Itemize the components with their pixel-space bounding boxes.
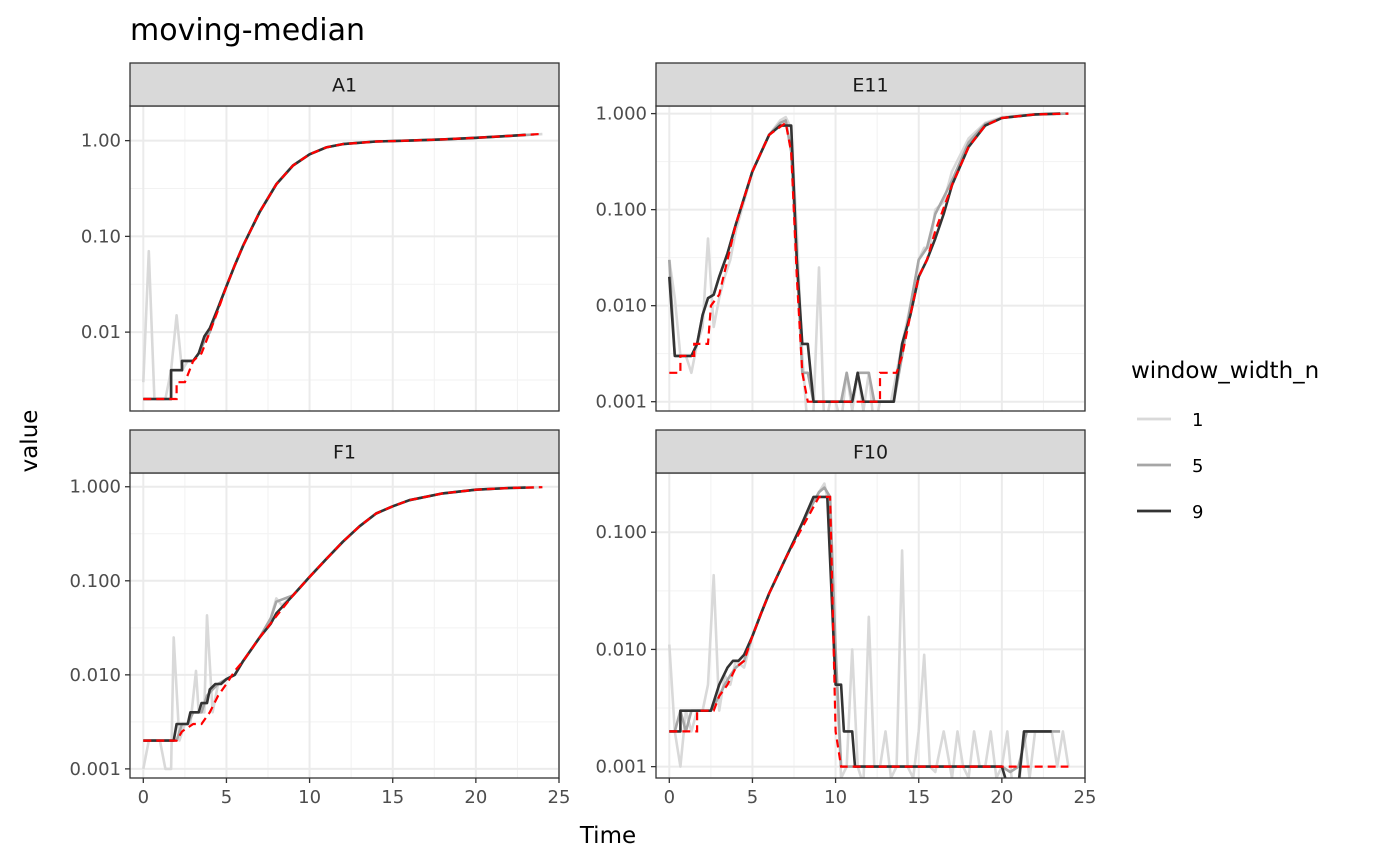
reference-line bbox=[669, 495, 1069, 768]
x-axis-title: Time bbox=[579, 823, 636, 849]
y-tick-label: 0.100 bbox=[69, 571, 121, 592]
y-tick-label: 0.100 bbox=[595, 522, 647, 543]
y-tick-label: 0.001 bbox=[69, 759, 121, 780]
x-tick-label: 20 bbox=[990, 787, 1013, 808]
facet-strip-label: E11 bbox=[852, 75, 888, 97]
legend: window_width_n 1 5 9 bbox=[1131, 358, 1319, 523]
y-tick-label: 1.00 bbox=[81, 131, 121, 152]
y-tick-label: 0.10 bbox=[81, 226, 121, 247]
reference-line bbox=[669, 112, 1069, 403]
reference-line bbox=[143, 486, 543, 742]
legend-label-5: 5 bbox=[1192, 456, 1203, 477]
x-tick-label: 20 bbox=[464, 787, 487, 808]
y-tick-label: 0.001 bbox=[595, 392, 647, 413]
panel-f10: F10 0.001 0.010 0.100 0 5 10 15 20 25 bbox=[595, 429, 1097, 808]
reference-line bbox=[143, 132, 543, 401]
x-tick-label: 25 bbox=[548, 787, 571, 808]
y-axis-title: value bbox=[17, 410, 43, 473]
y-tick-label: 1.000 bbox=[595, 104, 647, 125]
x-tick-label: 10 bbox=[824, 787, 847, 808]
series-lines bbox=[142, 132, 543, 401]
series-lines bbox=[668, 112, 1069, 411]
series-lines bbox=[142, 485, 543, 771]
y-tick-label: 0.01 bbox=[81, 322, 121, 343]
chart-title: moving-median bbox=[130, 13, 365, 48]
facet-strip-label: F1 bbox=[333, 442, 356, 464]
y-tick-label: 0.010 bbox=[595, 639, 647, 660]
y-tick-label: 0.010 bbox=[69, 665, 121, 686]
legend-label-1: 1 bbox=[1192, 410, 1203, 431]
facet-strip-label: F10 bbox=[853, 442, 888, 464]
facet-strip bbox=[655, 62, 1086, 107]
gridlines bbox=[130, 473, 560, 778]
x-tick-label: 5 bbox=[747, 787, 758, 808]
panel-background bbox=[130, 473, 559, 778]
facet-strip bbox=[129, 62, 560, 107]
panel-background bbox=[656, 106, 1085, 411]
facet-strip bbox=[655, 429, 1086, 474]
y-tick-label: 0.001 bbox=[595, 757, 647, 778]
series-line-window-9 bbox=[143, 133, 526, 401]
x-tick-label: 5 bbox=[221, 787, 232, 808]
x-tick-label: 0 bbox=[138, 787, 149, 808]
facet-strip-label: A1 bbox=[332, 75, 357, 97]
y-tick-label: 0.010 bbox=[595, 296, 647, 317]
facet-strip bbox=[129, 429, 560, 474]
panel-background bbox=[130, 106, 559, 411]
panel-a1: A1 0.01 0.10 1.00 bbox=[81, 62, 560, 412]
x-tick-label: 10 bbox=[298, 787, 321, 808]
panel-background bbox=[656, 473, 1085, 778]
x-tick-label: 25 bbox=[1074, 787, 1097, 808]
panel-e11: E11 0.001 0.010 0.100 1.000 bbox=[595, 62, 1086, 413]
legend-title: window_width_n bbox=[1131, 358, 1319, 384]
series-lines bbox=[668, 482, 1070, 778]
facet-panels: A10.010.101.00E110.0010.0100.1001.000F10… bbox=[69, 62, 1097, 808]
x-tick-label: 15 bbox=[381, 787, 404, 808]
legend-label-9: 9 bbox=[1192, 502, 1203, 523]
x-tick-label: 0 bbox=[664, 787, 675, 808]
y-tick-label: 0.100 bbox=[595, 200, 647, 221]
y-tick-label: 1.000 bbox=[69, 477, 121, 498]
x-tick-label: 15 bbox=[907, 787, 930, 808]
panel-f1: F1 0.001 0.010 0.100 1.000 0 5 10 15 20 25 bbox=[69, 429, 571, 808]
